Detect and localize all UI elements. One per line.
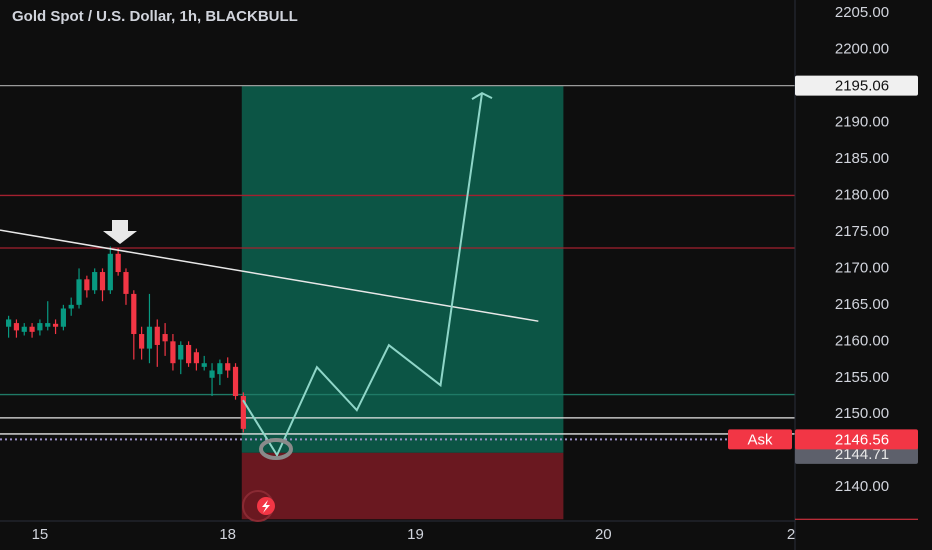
candle-body [154, 326, 160, 345]
candle-body [21, 326, 27, 332]
candle-body [146, 326, 153, 349]
x-tick-label: 15 [32, 526, 49, 543]
y-tick-label: 2140.00 [835, 478, 889, 495]
profit-zone [241, 85, 564, 453]
candle-body [107, 253, 113, 291]
x-tick-label: 20 [595, 526, 612, 543]
candle-body [99, 272, 106, 291]
candle-body [139, 334, 145, 349]
candle-body [37, 323, 43, 331]
y-tick-label: 2200.00 [835, 41, 889, 58]
y-tick-label: 2180.00 [835, 186, 889, 203]
ask-price-label-bg [795, 429, 918, 450]
candle-body [13, 323, 20, 331]
ask-tag-bg [728, 429, 792, 450]
target-price-label: 2195.06 [835, 78, 889, 95]
x-tick-label: 2 [787, 526, 795, 543]
candle-body [29, 326, 35, 332]
y-tick-label: 2150.00 [835, 405, 889, 422]
y-tick-label: 2175.00 [835, 223, 889, 240]
ask-price-label: 2146.56 [835, 431, 889, 448]
candle-body [45, 323, 51, 327]
loss-zone [241, 452, 564, 520]
y-tick-label: 2165.00 [835, 296, 889, 313]
candle-body [209, 370, 215, 378]
y-tick-label: 2170.00 [835, 259, 889, 276]
y-tick-label: 2205.00 [835, 4, 889, 21]
entry-circle [259, 438, 293, 460]
chart-title: Gold Spot / U.S. Dollar, 1h, BLACKBULL [12, 8, 298, 25]
candle-body [68, 304, 74, 309]
candle-body [92, 272, 98, 291]
y-tick-label: 2160.00 [835, 332, 889, 349]
plot [0, 84, 795, 520]
candle-body [115, 253, 121, 273]
candle-body [60, 308, 66, 327]
candle-body [6, 319, 12, 327]
candle-body [185, 344, 192, 364]
projection-path [242, 92, 483, 458]
candle-body [84, 279, 90, 291]
candle-body [217, 363, 223, 375]
target-price-label-bg [795, 75, 918, 96]
y-tick-label: 2190.00 [835, 113, 889, 130]
trend-line [0, 229, 539, 322]
y-tick-label: 2155.00 [835, 369, 889, 386]
arrow-icon [103, 220, 137, 244]
candle-body [131, 293, 137, 335]
candle-body [76, 279, 82, 305]
y-tick-label: 2185.00 [835, 150, 889, 167]
candle-body [123, 272, 129, 294]
candle-body [170, 341, 176, 364]
lightning-icon[interactable] [242, 490, 275, 522]
candle-body [225, 363, 231, 371]
candle-body [201, 363, 207, 367]
x-tick-label: 19 [407, 526, 424, 543]
candle-body [193, 352, 200, 364]
candle-body [52, 323, 59, 327]
candle-body [178, 344, 184, 360]
candle-body [232, 366, 239, 397]
candle-body [162, 334, 168, 342]
projection-arrowhead [471, 91, 493, 100]
ask-tag: Ask [747, 431, 773, 448]
entry-price-label: 2144.71 [835, 446, 889, 463]
x-tick-label: 18 [219, 526, 236, 543]
candle-body [240, 396, 246, 429]
